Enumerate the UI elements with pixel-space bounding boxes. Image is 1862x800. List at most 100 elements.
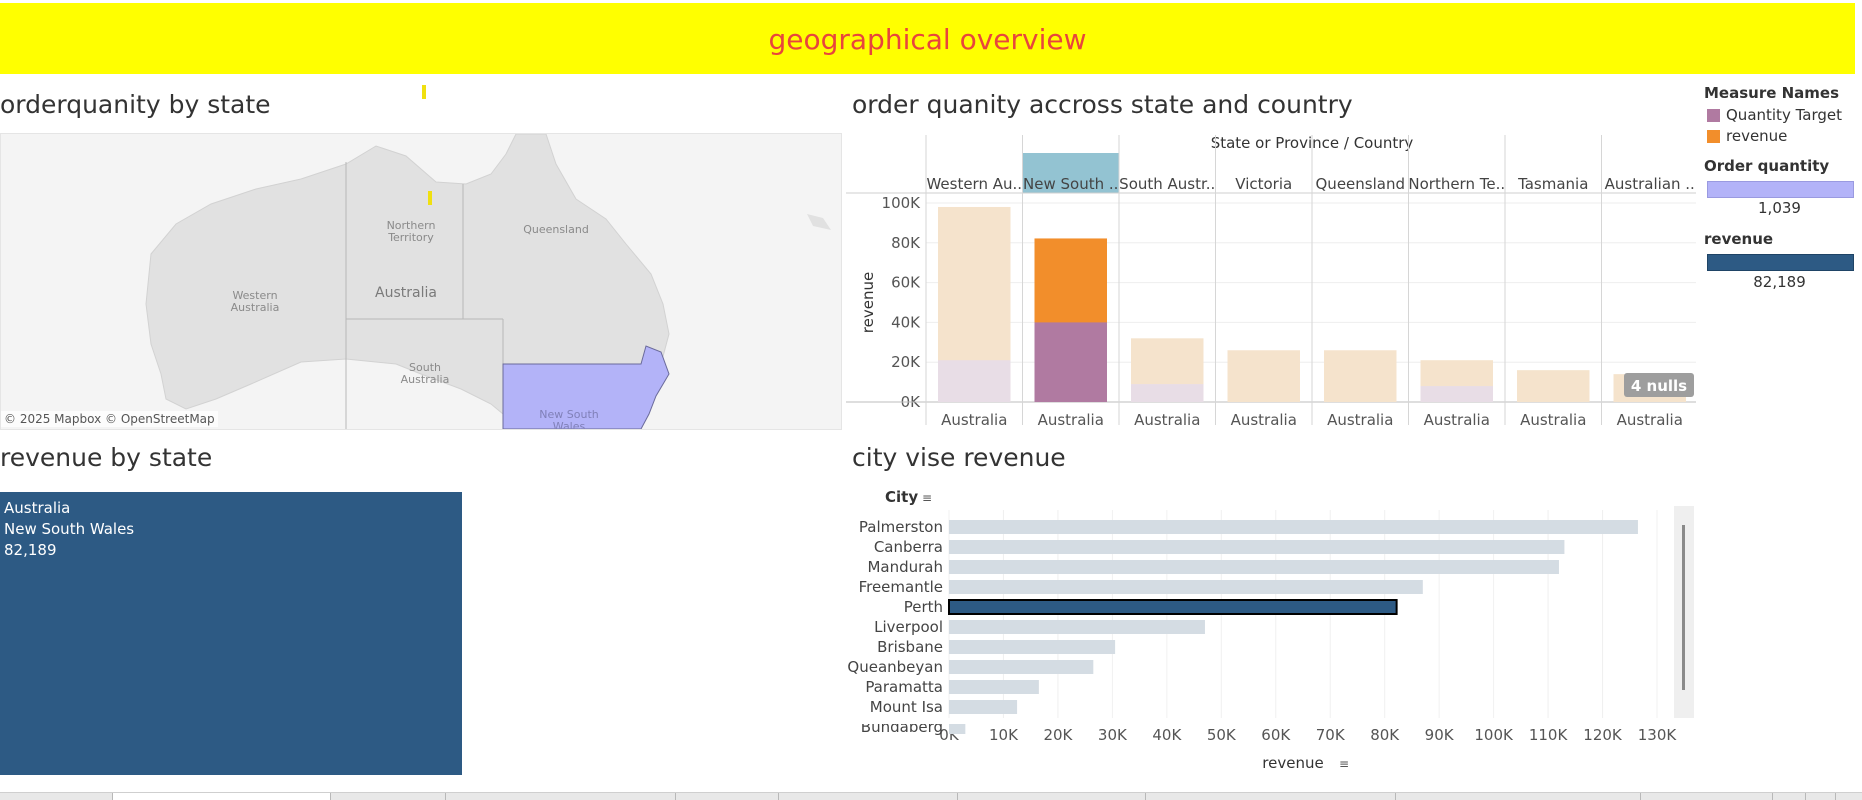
bar-revenue[interactable] (1517, 370, 1590, 402)
city-bar[interactable] (949, 580, 1423, 594)
x-tick-label: 60K (1261, 726, 1291, 744)
revenue-treemap-tile-new-south-wales[interactable]: Australia New South Wales 82,189 (0, 492, 462, 775)
city-axis-header: City (885, 488, 918, 506)
bar-quantity-target[interactable] (1034, 322, 1108, 402)
map-label-south-australia: South Australia (400, 361, 450, 386)
map-label-queensland: Queensland (523, 223, 589, 236)
bar-quantity-target[interactable] (938, 360, 1011, 402)
state-header-label[interactable]: Western Au.. (926, 175, 1022, 193)
state-header-label[interactable]: Victoria (1235, 175, 1292, 193)
city-bar[interactable] (949, 540, 1565, 554)
row-clip-cover (846, 718, 1696, 724)
new-south-wales-highlight[interactable] (502, 345, 670, 429)
tab-separator (1835, 793, 1836, 800)
bar-quantity-target[interactable] (1131, 384, 1204, 402)
legend-item-revenue[interactable]: revenue (1707, 127, 1787, 145)
y-axis-label: revenue (859, 272, 877, 333)
tab-separator (1640, 793, 1641, 800)
order-quantity-color-bar (1707, 181, 1854, 198)
dashboard-banner: geographical overview (0, 3, 1855, 74)
state-chart-sheet-title: order quanity accross state and country (852, 90, 1353, 119)
tab-separator (1395, 793, 1396, 800)
x-tick-label: 30K (1098, 726, 1128, 744)
city-label[interactable]: Liverpool (874, 618, 943, 636)
tab-separator (1805, 793, 1806, 800)
state-revenue-bar-chart[interactable]: State or Province / Country0K20K40K60K80… (846, 125, 1696, 430)
city-label[interactable]: Perth (904, 598, 943, 616)
city-bar[interactable] (949, 680, 1039, 694)
state-header-label[interactable]: Queensland (1316, 175, 1405, 193)
map-label-new-south-wales: New South Wales (539, 408, 599, 430)
country-label: Australia (1327, 411, 1393, 429)
city-label[interactable]: Queanbeyan (847, 658, 943, 676)
legend-item-quantity-target[interactable]: Quantity Target (1707, 106, 1842, 124)
state-header-label[interactable]: Australian .. (1605, 175, 1695, 193)
nulls-indicator[interactable] (1624, 373, 1694, 397)
treemap-state-label: New South Wales (4, 520, 135, 538)
city-label[interactable]: Palmerston (859, 518, 943, 536)
city-bar[interactable] (949, 560, 1559, 574)
map-label-northern-territory: Northern Territory (386, 219, 436, 244)
x-tick-label: 40K (1152, 726, 1182, 744)
legend-swatch-revenue (1707, 130, 1720, 143)
dashboard-title: geographical overview (768, 23, 1087, 56)
city-label[interactable]: Canberra (874, 538, 943, 556)
y-tick-label: 20K (891, 353, 921, 371)
city-bar[interactable] (949, 620, 1205, 634)
city-bar[interactable] (949, 700, 1018, 714)
revenue-legend-value: 82,189 (1753, 273, 1806, 291)
legend-label-revenue: revenue (1726, 127, 1788, 145)
tab-separator (957, 793, 958, 800)
tab-separator (1145, 793, 1146, 800)
australia-map[interactable]: Northern Territory Queensland Western Au… (0, 133, 842, 430)
tab-separator (445, 793, 446, 800)
x-axis-label: revenue (1262, 754, 1323, 772)
city-revenue-bar-chart[interactable]: City ≡0K 10K 20K 30K 40K 50K 60K 70K 80K 90K 100K 11… (846, 480, 1696, 780)
map-canvas (145, 134, 831, 429)
city-label[interactable]: Freemantle (859, 578, 943, 596)
tab-separator (112, 793, 113, 800)
city-bar[interactable] (948, 599, 1398, 615)
state-header-label[interactable]: New South .. (1023, 175, 1118, 193)
sort-icon[interactable]: ≡ (1339, 757, 1349, 771)
vertical-scrollbar-thumb[interactable] (1682, 525, 1685, 690)
bar-quantity-target[interactable] (1420, 386, 1494, 402)
city-label[interactable]: Mandurah (867, 558, 943, 576)
state-header-label[interactable]: Northern Te.. (1408, 175, 1505, 193)
legend-swatch-quantity-target (1707, 109, 1720, 122)
bar-revenue[interactable] (1227, 350, 1301, 402)
city-bar[interactable] (949, 520, 1638, 534)
legend-label-quantity-target: Quantity Target (1726, 106, 1842, 124)
x-tick-label: 110K (1529, 726, 1569, 744)
city-label[interactable]: Brisbane (877, 638, 943, 656)
x-tick-label: 100K (1474, 726, 1514, 744)
country-label: Australia (1231, 411, 1297, 429)
bar-revenue[interactable] (1324, 350, 1397, 402)
city-bar[interactable] (949, 640, 1116, 654)
map-attribution[interactable]: © 2025 Mapbox © OpenStreetMap (1, 411, 218, 427)
treemap-country-label: Australia (4, 499, 71, 517)
x-tick-label: 20K (1043, 726, 1073, 744)
map-marker-mark (428, 191, 432, 205)
state-header-label[interactable]: South Austr.. (1119, 175, 1215, 193)
y-tick-label: 60K (891, 274, 921, 292)
order-quantity-legend-title: Order quantity (1704, 157, 1830, 175)
nulls-indicator-label: 4 nulls (1631, 377, 1687, 395)
australia-landmass (145, 134, 670, 429)
city-label[interactable]: Paramatta (865, 678, 943, 696)
country-label: Australia (1134, 411, 1200, 429)
city-bar[interactable] (949, 660, 1094, 674)
highlighted-state-header[interactable] (1022, 153, 1120, 193)
tab-separator (675, 793, 676, 800)
state-header-label[interactable]: Tasmania (1517, 175, 1588, 193)
country-label: Australia (1038, 411, 1104, 429)
x-tick-label: 80K (1370, 726, 1400, 744)
active-sheet-tab[interactable] (112, 793, 330, 800)
city-label[interactable]: Mount Isa (870, 698, 943, 716)
tab-separator (1772, 793, 1773, 800)
measure-names-legend-title: Measure Names (1704, 84, 1840, 102)
tab-separator (330, 793, 331, 800)
sort-icon[interactable]: ≡ (922, 491, 932, 505)
sheet-tab-strip[interactable] (0, 792, 1862, 800)
treemap-value-label: 82,189 (4, 541, 57, 559)
